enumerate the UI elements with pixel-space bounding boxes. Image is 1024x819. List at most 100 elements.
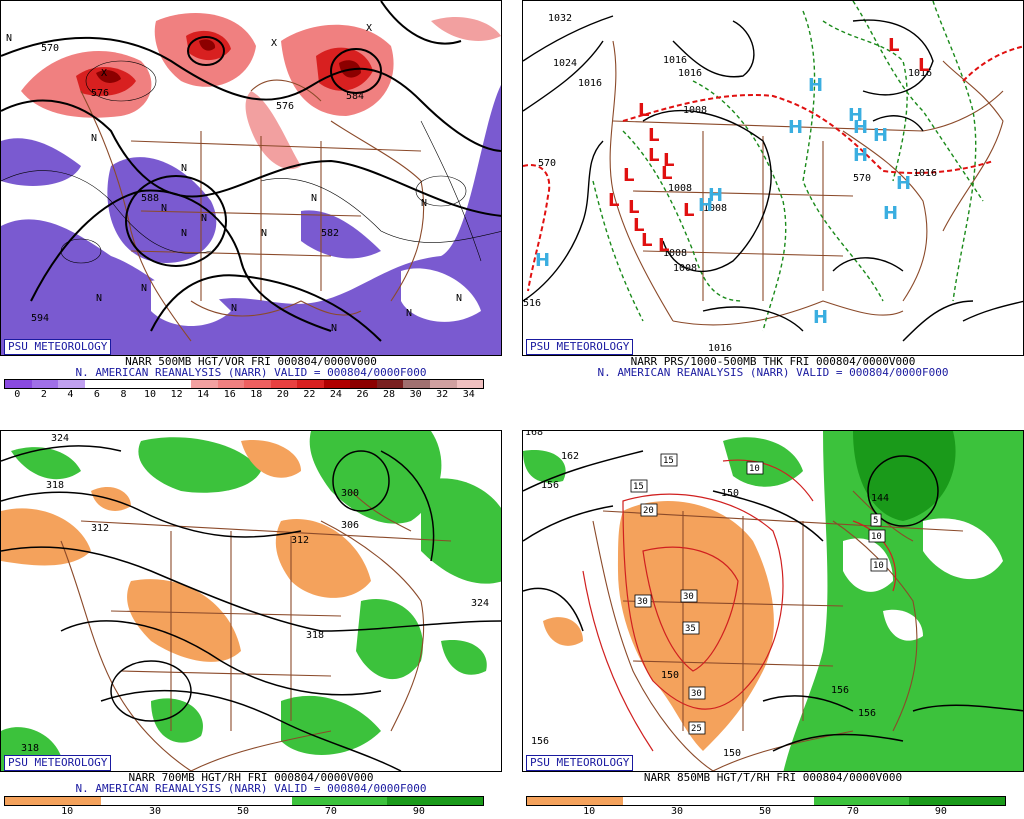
reanalysis-line-sfc: N. AMERICAN REANALYSIS (NARR) VALID = 00… — [597, 366, 949, 379]
legend-swatch — [297, 380, 324, 388]
low-pressure-marker: L — [641, 230, 652, 251]
height-label: 156 — [541, 480, 559, 491]
isobar-label: 570 — [853, 173, 871, 184]
legend-swatch — [137, 380, 165, 388]
legend-tick-label: 70 — [846, 806, 859, 817]
temp-label: 15 — [663, 456, 674, 466]
legend-tick-label: 10 — [61, 806, 74, 817]
temp-label-box — [870, 513, 882, 527]
temp-label-box — [630, 479, 648, 493]
height-label: 576 — [91, 88, 109, 99]
height-label: 150 — [723, 748, 741, 759]
vorticity-minimum-mark: N — [406, 308, 412, 319]
legend-swatch — [244, 380, 271, 388]
legend-tick-label: 0 — [14, 389, 21, 400]
height-label: 312 — [91, 523, 109, 534]
high-pressure-marker: H — [848, 105, 863, 126]
legend-tick-label: 24 — [329, 389, 342, 400]
legend-tick-label: 26 — [356, 389, 369, 400]
legend-tick-label: 22 — [303, 389, 316, 400]
panel-sfc: 1032 1024 1016 1016 1016 1008 1008 1008 1008 1016… — [522, 0, 1024, 405]
legend-tick-label: 32 — [436, 389, 449, 400]
legend-swatch — [5, 797, 101, 805]
legend-swatch — [5, 380, 32, 388]
isobar-label: 1008 — [673, 263, 697, 274]
temp-label: 30 — [637, 597, 648, 607]
temp-label-box — [680, 589, 698, 603]
temp-label-box — [746, 461, 764, 475]
legend-swatch — [350, 380, 377, 388]
low-pressure-marker: L — [638, 100, 649, 121]
isobar-label: 1016 — [908, 68, 932, 79]
map-500mb[interactable]: 576 570 584 576 582 588 594 N N N N N N N N N N N N N N N X X X — [0, 0, 502, 356]
legend-swatch — [456, 380, 484, 388]
low-pressure-marker: L — [888, 35, 899, 56]
high-pressure-marker: H — [708, 185, 723, 206]
caption-700mb: NARR 700MB HGT/RH FRI 000804/0000V000 — [128, 771, 374, 784]
map-500mb-drawing: 576 570 584 576 582 588 594 N N N N N N N N N N N N N N N X X X — [1, 1, 501, 355]
legend-swatch — [270, 380, 298, 388]
legend-tick-label: 90 — [934, 806, 947, 817]
vorticity-minimum-mark: N — [456, 293, 462, 304]
vorticity-maximum-mark: X — [271, 38, 277, 49]
isobar-label: 570 — [538, 158, 556, 169]
legend-swatch — [217, 380, 245, 388]
height-label: 318 — [46, 480, 64, 491]
legend-tick-label: 10 — [583, 806, 596, 817]
height-label: 584 — [346, 91, 364, 102]
low-pressure-marker: L — [633, 215, 644, 236]
vorticity-minimum-mark: N — [181, 163, 187, 174]
low-pressure-marker: L — [648, 125, 659, 146]
high-pressure-marker: H — [698, 195, 713, 216]
height-label: 168 — [525, 431, 543, 438]
low-pressure-marker: L — [658, 235, 669, 256]
map-sfc-drawing: 1032102410161016101610081008100810081016… — [523, 1, 1023, 354]
vorticity-maximum-mark: X — [101, 68, 107, 79]
credit-badge-sfc: PSU METEOROLOGY — [526, 339, 634, 355]
low-pressure-marker: L — [918, 55, 929, 76]
temp-label: 10 — [871, 532, 882, 542]
temp-label-box — [682, 621, 700, 635]
temp-label-box — [868, 529, 886, 543]
map-sfc[interactable]: 1032 1024 1016 1016 1016 1008 1008 1008 1008 1016… — [522, 0, 1024, 356]
high-pressure-marker: H — [883, 203, 898, 224]
legend-bar-vorticity — [4, 379, 484, 389]
temp-label-box — [688, 721, 706, 735]
legend-tick-label: 8 — [120, 389, 127, 400]
isobar-label: 1008 — [663, 248, 687, 259]
height-label: 156 — [858, 708, 876, 719]
high-pressure-marker: H — [873, 125, 888, 146]
height-label: 582 — [321, 228, 339, 239]
height-label: 318 — [21, 743, 39, 754]
height-label: 306 — [341, 520, 359, 531]
legend-tick-label: 2 — [40, 389, 47, 400]
legend-swatch — [430, 380, 457, 388]
temp-label: 30 — [683, 592, 694, 602]
temp-label: 20 — [643, 506, 654, 516]
high-pressure-marker: H — [853, 117, 868, 138]
high-pressure-marker: H — [813, 307, 828, 328]
vorticity-minimum-mark: N — [181, 228, 187, 239]
legend-tick-label: 12 — [170, 389, 183, 400]
temp-label: 25 — [691, 724, 702, 734]
legend-swatch — [909, 797, 1005, 805]
legend-swatch — [403, 380, 430, 388]
isobar-label: 1016 — [678, 68, 702, 79]
legend-tick-label: 28 — [383, 389, 396, 400]
height-label: 588 — [141, 193, 159, 204]
map-850mb[interactable]: 168 162 156 150 144 150 156 156 150 156 15 15 20 10 5 1… — [522, 430, 1024, 772]
height-label: 594 — [31, 313, 49, 324]
caption-500mb: NARR 500MB HGT/VOR FRI 000804/0000V000 — [125, 355, 377, 368]
high-pressure-marker: H — [853, 145, 868, 166]
legend-tick-label: 20 — [276, 389, 289, 400]
low-pressure-marker: L — [628, 197, 639, 218]
credit-badge-850mb: PSU METEOROLOGY — [526, 755, 634, 771]
map-700mb[interactable]: 324 318 312 300 306 312 324 318 318 — [0, 430, 502, 772]
legend-swatch — [376, 380, 404, 388]
legend-tick-label: 90 — [412, 806, 425, 817]
height-label: 312 — [291, 535, 309, 546]
legend-tick-label: 4 — [67, 389, 74, 400]
temp-label-box — [870, 558, 888, 572]
temp-label: 10 — [749, 464, 760, 474]
low-pressure-marker: L — [623, 165, 634, 186]
